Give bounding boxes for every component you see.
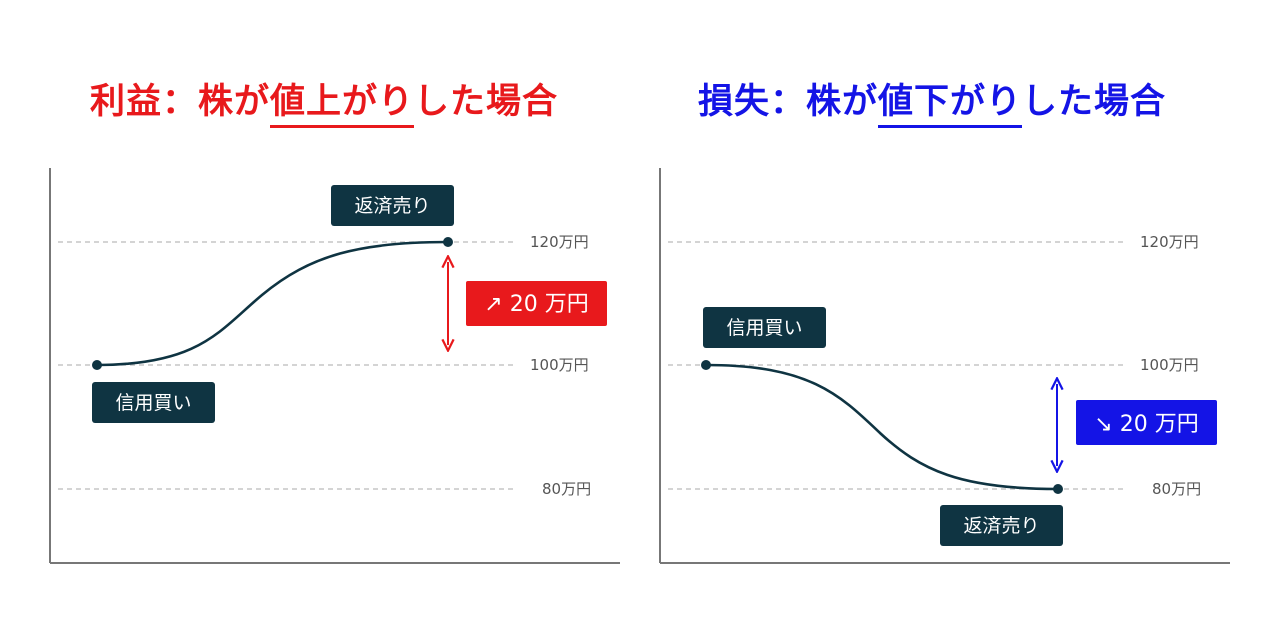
profit-tick-80: 80万円 (542, 480, 591, 498)
loss-badge (1076, 400, 1217, 445)
profit-sell-point (443, 237, 453, 247)
profit-buy-label-box (92, 382, 215, 423)
loss-tick-120: 120万円 (1140, 233, 1199, 251)
loss-tick-100: 100万円 (1140, 356, 1199, 374)
profit-sell-label: 返済売り (354, 195, 430, 217)
profit-badge (466, 281, 607, 326)
profit-title-prefix: 利益：株が (90, 82, 271, 122)
loss-title-suffix: した場合 (1022, 82, 1167, 122)
profit-price-curve (96, 240, 449, 367)
loss-panel: 120万円 100万円 80万円 信用買い 返済売り ↘ 20 万円 (659, 168, 1230, 564)
profit-tick-100: 100万円 (530, 356, 589, 374)
loss-sell-label: 返済売り (963, 515, 1039, 537)
profit-title-suffix: した場合 (414, 82, 559, 122)
loss-title: 損失：株が値下がりした場合 (698, 72, 1198, 132)
profit-badge-text: ↗ 20 万円 (484, 292, 588, 317)
loss-buy-label-box (703, 307, 826, 348)
profit-tick-120: 120万円 (530, 233, 589, 251)
profit-sell-label-box (331, 185, 454, 226)
loss-buy-point (701, 360, 711, 370)
loss-sell-point (1053, 484, 1063, 494)
profit-title-highlight: 値上がり (270, 72, 415, 132)
loss-badge-text: ↘ 20 万円 (1094, 412, 1198, 437)
loss-buy-label: 信用買い (726, 317, 802, 339)
loss-title-highlight: 値下がり (878, 72, 1023, 132)
loss-price-curve (705, 363, 1059, 491)
profit-buy-label: 信用買い (115, 392, 191, 414)
loss-sell-label-box (940, 505, 1063, 546)
loss-title-prefix: 損失：株が (698, 82, 879, 122)
profit-panel: 120万円 100万円 80万円 返済売り 信用買い ↗ 20 万円 (49, 168, 620, 564)
loss-tick-80: 80万円 (1152, 480, 1201, 498)
profit-title: 利益：株が値上がりした場合 (90, 72, 590, 132)
profit-buy-point (92, 360, 102, 370)
